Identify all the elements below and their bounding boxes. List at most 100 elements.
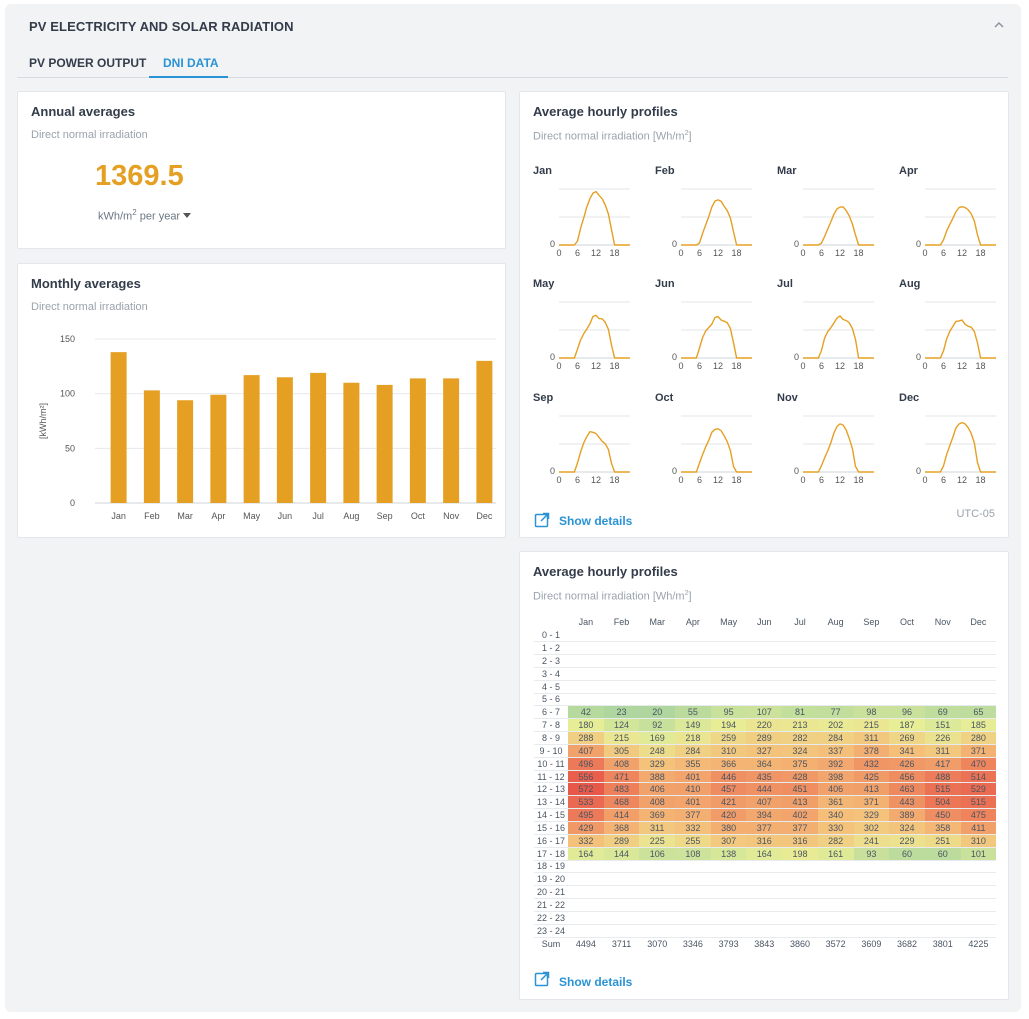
caret-down-icon[interactable]	[183, 212, 192, 218]
heat-cell	[675, 924, 711, 938]
heat-cell	[782, 667, 818, 681]
active-tab-indicator	[149, 76, 228, 78]
heat-cell: 259	[710, 731, 747, 745]
profile-line-may	[559, 314, 630, 359]
heat-cell: 23	[603, 705, 640, 720]
heat-cell	[960, 667, 997, 681]
heat-cell: 394	[746, 808, 783, 822]
external-link-icon[interactable]	[534, 971, 550, 987]
heat-cell	[675, 628, 711, 643]
heat-cell: 284	[817, 731, 854, 745]
profile-line-dec	[925, 421, 996, 473]
heat-cell: 215	[603, 731, 640, 745]
heat-cell	[568, 654, 604, 668]
hour-label: 6 - 7	[534, 705, 568, 720]
heat-cell: 495	[568, 808, 604, 822]
heat-cell: 408	[603, 757, 640, 771]
table-row: 1 - 2	[534, 641, 997, 656]
mini-x-tick: 18	[976, 248, 986, 258]
heat-cell: 77	[817, 705, 854, 720]
heat-cell	[924, 667, 961, 681]
heat-cell: 366	[710, 757, 747, 771]
mini-chart-title-oct: Oct	[655, 392, 674, 404]
mini-x-tick: 0	[800, 361, 805, 371]
chevron-up-icon[interactable]	[991, 17, 1007, 33]
mini-x-tick: 12	[591, 361, 601, 371]
heat-cell: 413	[853, 782, 890, 797]
table-row: 15 - 16 429 368 311 332 380 377 377 330 302 324 358…	[534, 821, 997, 835]
tab-dni-data[interactable]: DNI DATA	[163, 56, 219, 70]
heat-cell	[817, 924, 854, 938]
heat-cell: 425	[853, 770, 890, 784]
mini-y-tick: 0	[550, 352, 555, 362]
profile-line-sep	[559, 431, 630, 473]
heat-cell	[960, 924, 997, 938]
mini-chart-title-jul: Jul	[777, 278, 793, 290]
tab-bar: PV POWER OUTPUT DNI DATA	[17, 48, 1008, 78]
annual-averages-title: Annual averages	[31, 104, 136, 119]
heat-cell: 332	[675, 821, 711, 835]
bar-dec	[476, 360, 493, 503]
hourly-subtitle-suffix: ]	[688, 130, 692, 143]
heat-cell: 248	[639, 744, 676, 758]
heat-cell	[853, 693, 890, 707]
heat-cell: 81	[782, 705, 818, 720]
mini-chart-title-mar: Mar	[777, 165, 797, 177]
heat-cell: 428	[782, 770, 818, 784]
heat-cell: 65	[960, 705, 997, 720]
heat-cell	[710, 924, 747, 938]
heat-cell: 289	[746, 731, 783, 745]
heat-cell	[568, 680, 604, 694]
heat-cell	[889, 628, 925, 643]
mini-y-tick: 0	[916, 239, 921, 249]
heat-cell: 361	[817, 795, 854, 810]
heat-cell	[817, 641, 854, 656]
month-header: Aug	[827, 617, 844, 628]
heat-cell	[782, 628, 818, 643]
heat-cell: 515	[960, 795, 997, 810]
tab-pv-power-output[interactable]: PV POWER OUTPUT	[29, 56, 147, 70]
hour-label: 12 - 13	[534, 782, 568, 797]
unit-suffix: per year	[136, 210, 181, 223]
heat-cell: 269	[889, 731, 925, 745]
show-details-link[interactable]: Show details	[559, 975, 633, 989]
heat-cell	[817, 693, 854, 707]
heat-cell: 187	[889, 718, 925, 733]
heat-cell	[853, 898, 890, 912]
heat-cell	[603, 667, 640, 681]
table-row: 21 - 22	[534, 898, 997, 912]
show-details-link[interactable]: Show details	[559, 514, 633, 528]
heat-cell	[889, 911, 925, 925]
heat-cell: 533	[568, 795, 604, 810]
heat-cell	[924, 911, 961, 925]
mini-y-tick: 0	[794, 352, 799, 362]
sum-cell: 3572	[825, 938, 846, 949]
heat-cell: 432	[853, 757, 890, 771]
heat-cell	[853, 654, 890, 668]
table-row: 7 - 8 180 124 92 149 194 220 213 202 215 187 151 185	[534, 718, 997, 733]
sum-cell: 3801	[932, 938, 953, 949]
external-link-icon[interactable]	[534, 512, 550, 528]
monthly-averages-card: Monthly averages Direct normal irradiati…	[17, 263, 506, 538]
heat-cell	[675, 680, 711, 694]
heat-cell: 96	[889, 705, 925, 720]
hourly-profiles-subtitle: Direct normal irradiation [Wh/m2]	[533, 130, 692, 143]
month-header: Jun	[757, 617, 772, 628]
x-tick-label: Jan	[111, 511, 126, 521]
mini-x-tick: 12	[713, 361, 723, 371]
heat-cell: 411	[960, 821, 997, 835]
unit-selector[interactable]: kWh/m2 per year	[98, 208, 192, 223]
x-tick-label: Aug	[343, 511, 359, 521]
heat-cell	[960, 860, 997, 874]
heat-cell: 377	[782, 821, 818, 835]
heat-cell	[746, 680, 783, 694]
sum-cell: 3711	[611, 938, 632, 949]
heat-cell: 106	[639, 847, 676, 861]
heat-cell	[710, 641, 747, 656]
heat-cell: 417	[924, 757, 961, 771]
heat-cell: 355	[675, 757, 711, 771]
heat-cell: 496	[568, 757, 604, 771]
heat-cell: 514	[960, 770, 997, 784]
heat-cell	[639, 693, 676, 707]
mini-x-tick: 18	[976, 361, 986, 371]
